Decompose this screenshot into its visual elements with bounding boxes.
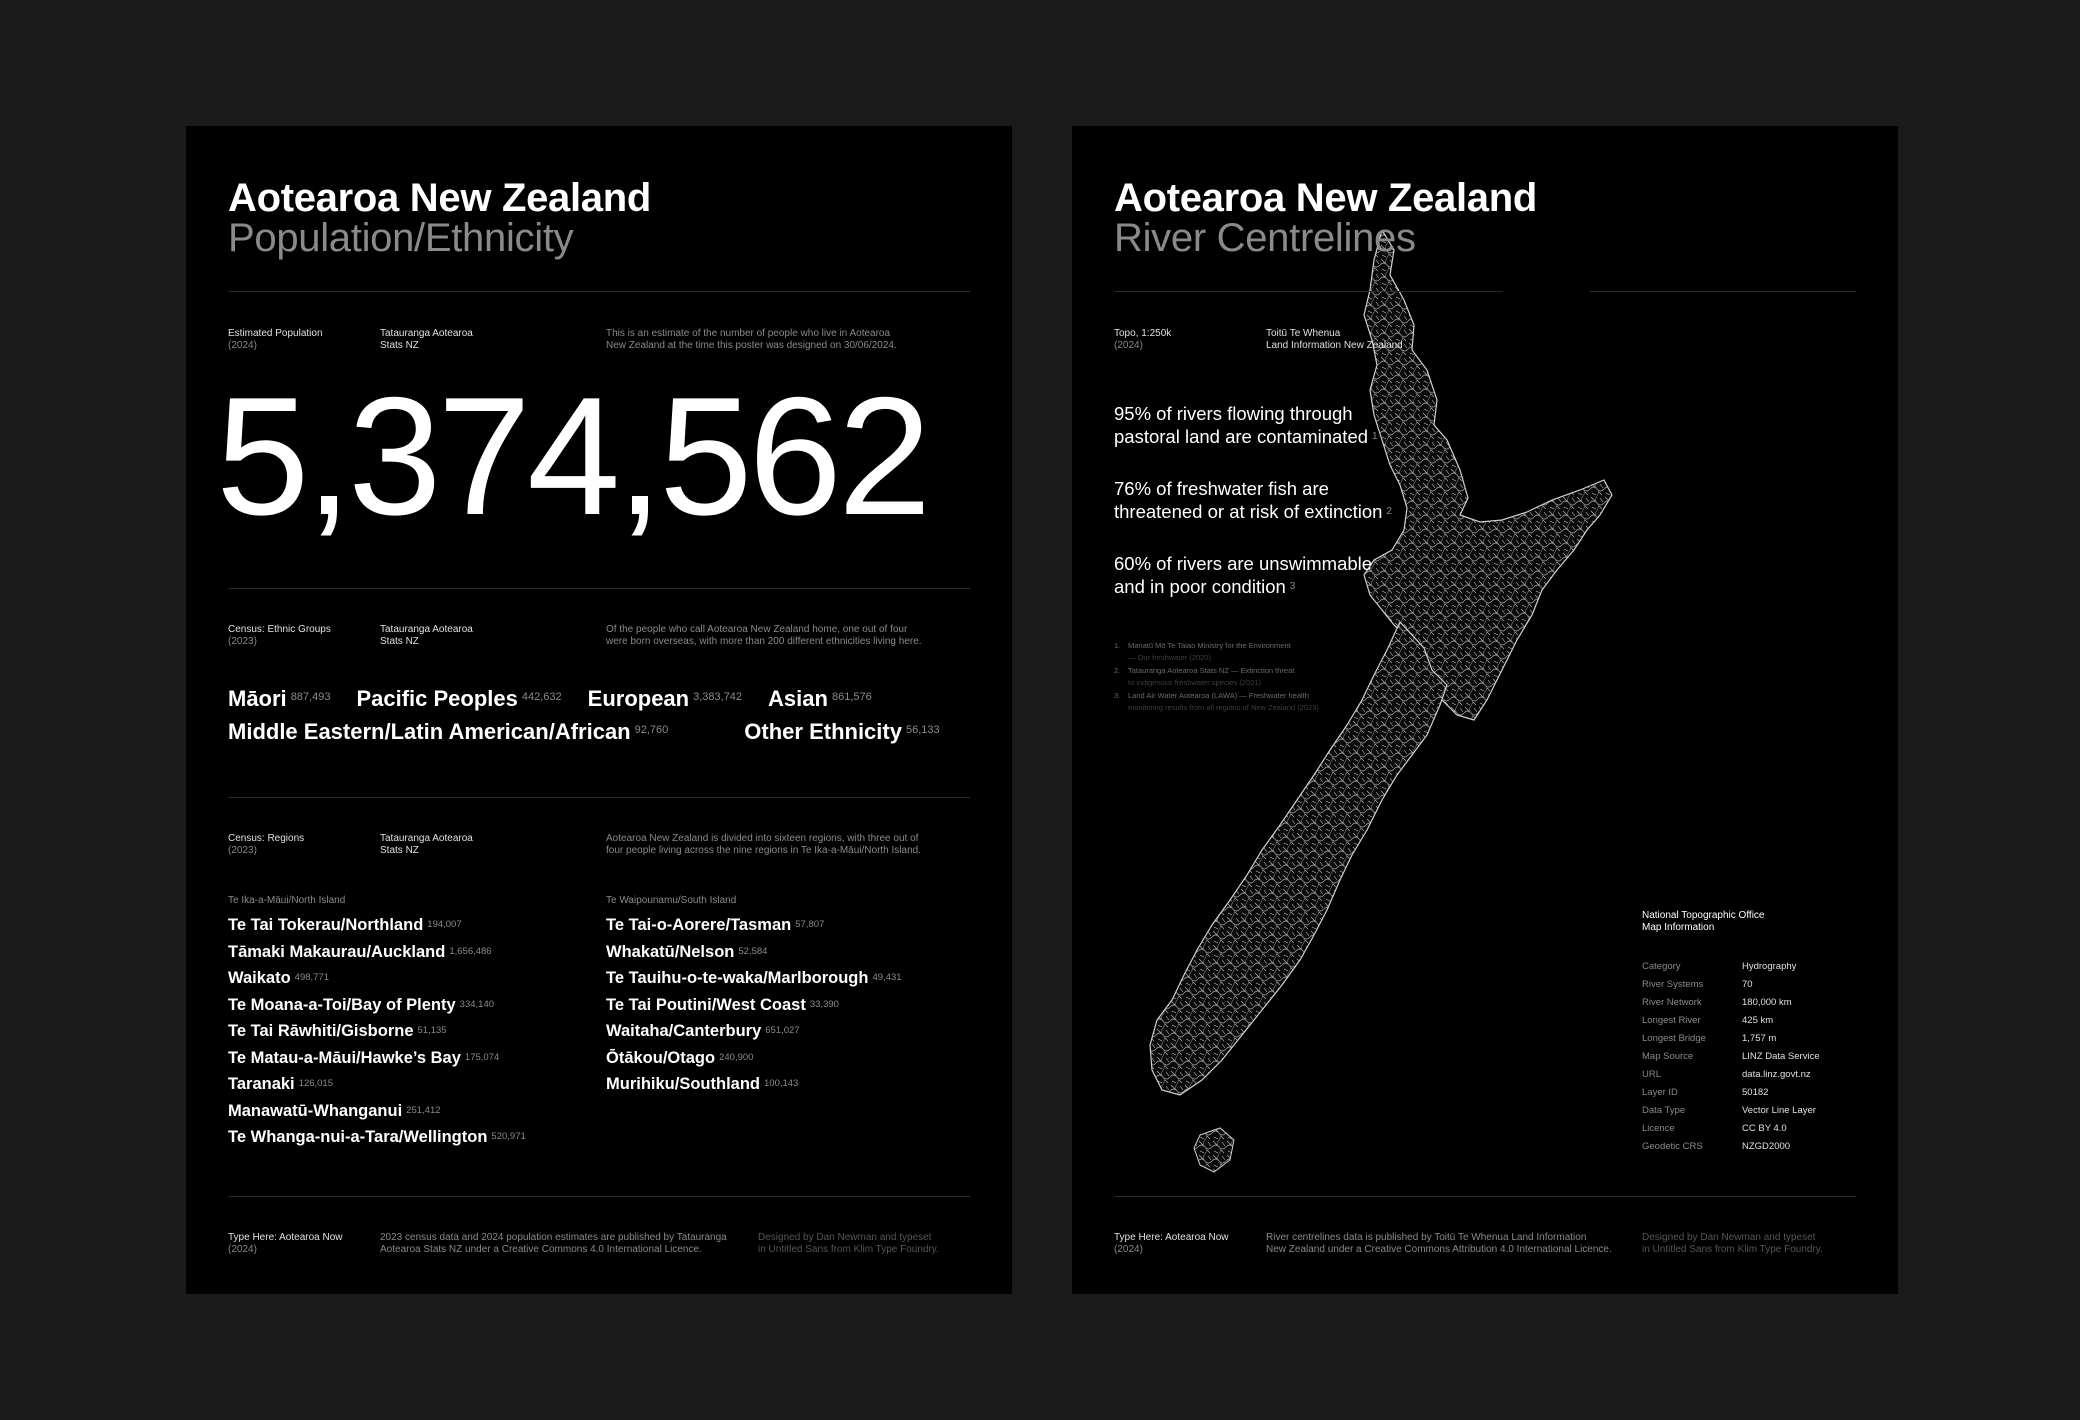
north-island-region-list: Te Tai Tokerau/Northland 194,007 Tāmaki M… — [228, 912, 526, 1151]
list-item: Te Tai-o-Aorere/Tasman 57,807 — [606, 916, 825, 934]
table-row: URL data.linz.govt.nz — [1642, 1069, 1811, 1080]
footer-credit: Designed by Dan Newman and typeset in Un… — [1642, 1232, 1823, 1255]
table-row: Layer ID 50182 — [1642, 1087, 1769, 1098]
population-note: This is an estimate of the number of peo… — [606, 328, 897, 351]
nz-river-map — [1149, 230, 1613, 1173]
list-item: Te Matau-a-Māui/Hawke’s Bay 175,074 — [228, 1048, 500, 1067]
list-item: Tāmaki Makaurau/Auckland 1,656,486 — [228, 942, 492, 961]
table-row: Geodetic CRS NZGD2000 — [1642, 1141, 1791, 1152]
list-item: Te Moana-a-Toi/Bay of Plenty 334,140 — [228, 995, 495, 1014]
ethnic-group: Asian 861,576 — [768, 686, 872, 711]
topo-source: Toitū Te Whenua Land Information New Zea… — [1266, 328, 1403, 351]
ethnic-note: Of the people who call Aotearoa New Zeal… — [606, 624, 922, 647]
topo-label: Topo, 1:250k (2024) — [1114, 328, 1172, 351]
table-row: River Systems 70 — [1642, 979, 1753, 990]
table-row: Longest Bridge 1,757 m — [1642, 1033, 1777, 1044]
ethnic-group: Māori 887,493 — [228, 686, 331, 711]
footer-label: Type Here: Aotearoa Now (2024) — [1114, 1232, 1229, 1255]
table-row: Map Source LINZ Data Service — [1642, 1051, 1820, 1062]
stewart-island-shape — [1193, 1127, 1235, 1173]
ethnic-source: Tatauranga Aotearoa Stats NZ — [380, 624, 473, 647]
regions-label: Census: Regions (2023) — [228, 833, 305, 856]
list-item: Whakatū/Nelson 52,584 — [606, 942, 768, 961]
list-item: Waitaha/Canterbury 651,027 — [606, 1022, 800, 1040]
south-island-shape — [1149, 620, 1448, 1096]
divider — [228, 1196, 970, 1197]
regions-note: Aotearoa New Zealand is divided into six… — [606, 833, 921, 856]
divider — [228, 797, 970, 798]
map-info-table: Category Hydrography River Systems 70 Rive… — [1642, 958, 1820, 1156]
footer-credit: Designed by Dan Newman and typeset in Un… — [758, 1232, 939, 1255]
regions-source: Tatauranga Aotearoa Stats NZ — [380, 833, 473, 856]
table-row: Data Type Vector Line Layer — [1642, 1105, 1816, 1116]
footnote: 1. Manatū Mō Te Taiao Ministry for the En… — [1114, 641, 1291, 662]
list-item: Waikato 498,771 — [228, 969, 329, 987]
footer-licence-note: 2023 census data and 2024 population est… — [380, 1232, 727, 1255]
footer-licence-note: River centrelines data is published by T… — [1266, 1232, 1612, 1255]
table-row: Longest River 425 km — [1642, 1015, 1774, 1026]
divider — [1114, 1196, 1856, 1197]
south-island-heading: Te Waipounamu/South Island — [606, 895, 737, 906]
north-island-heading: Te Ika-a-Māui/North Island — [228, 895, 346, 906]
list-item: Taranaki 126,015 — [228, 1075, 333, 1093]
poster-title: Aotearoa New Zealand — [228, 176, 652, 220]
poster-subtitle: River Centrelines — [1114, 216, 1416, 260]
poster-population-ethnicity: Aotearoa New Zealand Population/Ethnicit… — [186, 126, 1012, 1294]
poster-river-centrelines: Aotearoa New Zealand River Centrelines T… — [1072, 126, 1898, 1294]
table-row: Category Hydrography — [1642, 961, 1797, 972]
list-item: Te Tai Poutini/West Coast 33,390 — [606, 995, 839, 1014]
ethnic-group: Middle Eastern/Latin American/African 92,… — [228, 719, 669, 744]
divider — [1114, 291, 1503, 292]
divider — [1590, 291, 1856, 292]
ethnic-group: Other Ethnicity 56,133 — [744, 719, 940, 744]
table-row: River Network 180,000 km — [1642, 997, 1792, 1008]
list-item: Murihiku/Southland 100,143 — [606, 1075, 799, 1093]
river-stat: 60% of rivers are unswimmable and in poo… — [1114, 553, 1373, 597]
ethnic-groups-line-1: Māori 887,493 Pacific Peoples 442,632 Europe… — [228, 686, 898, 712]
footnote: 3. Land Air Water Aotearoa (LAWA) — Fresh… — [1114, 691, 1319, 712]
list-item: Te Whanga-nui-a-Tara/Wellington 520,971 — [228, 1128, 526, 1146]
list-item: Te Tauihu-o-te-waka/Marlborough 49,431 — [606, 969, 902, 987]
table-row: Licence CC BY 4.0 — [1642, 1123, 1787, 1134]
ethnic-group: European 3,383,742 — [587, 686, 743, 711]
poster-title: Aotearoa New Zealand — [1114, 176, 1538, 220]
footnotes: 1. Manatū Mō Te Taiao Ministry for the En… — [1114, 640, 1319, 715]
river-stat: 95% of rivers flowing through pastoral l… — [1114, 403, 1378, 447]
footer-label: Type Here: Aotearoa Now (2024) — [228, 1232, 343, 1255]
population-value: 5,374,562 — [216, 362, 931, 550]
divider — [228, 588, 970, 589]
ethnic-groups-line-2: Middle Eastern/Latin American/African 92,… — [228, 719, 966, 745]
south-island-region-list: Te Tai-o-Aorere/Tasman 57,807 Whakatū/Nel… — [606, 912, 902, 1098]
list-item: Te Tai Tokerau/Northland 194,007 — [228, 916, 462, 934]
list-item: Manawatū-Whanganui 251,412 — [228, 1101, 441, 1120]
north-island-shape — [1363, 230, 1613, 721]
map-info-title: National Topographic Office Map Informat… — [1642, 910, 1765, 933]
divider — [228, 291, 970, 292]
list-item: Ōtākou/Otago 240,900 — [606, 1048, 754, 1067]
river-stat: 76% of freshwater fish are threatened or… — [1114, 478, 1392, 522]
population-label: Estimated Population (2024) — [228, 328, 323, 351]
list-item: Te Tai Rāwhiti/Gisborne 51,135 — [228, 1022, 447, 1040]
population-source: Tatauranga Aotearoa Stats NZ — [380, 328, 473, 351]
ethnic-group: Pacific Peoples 442,632 — [356, 686, 562, 711]
poster-subtitle: Population/Ethnicity — [228, 216, 574, 260]
footnote: 2. Tatauranga Aotearoa Stats NZ — Extinct… — [1114, 666, 1295, 687]
ethnic-label: Census: Ethnic Groups (2023) — [228, 624, 331, 647]
